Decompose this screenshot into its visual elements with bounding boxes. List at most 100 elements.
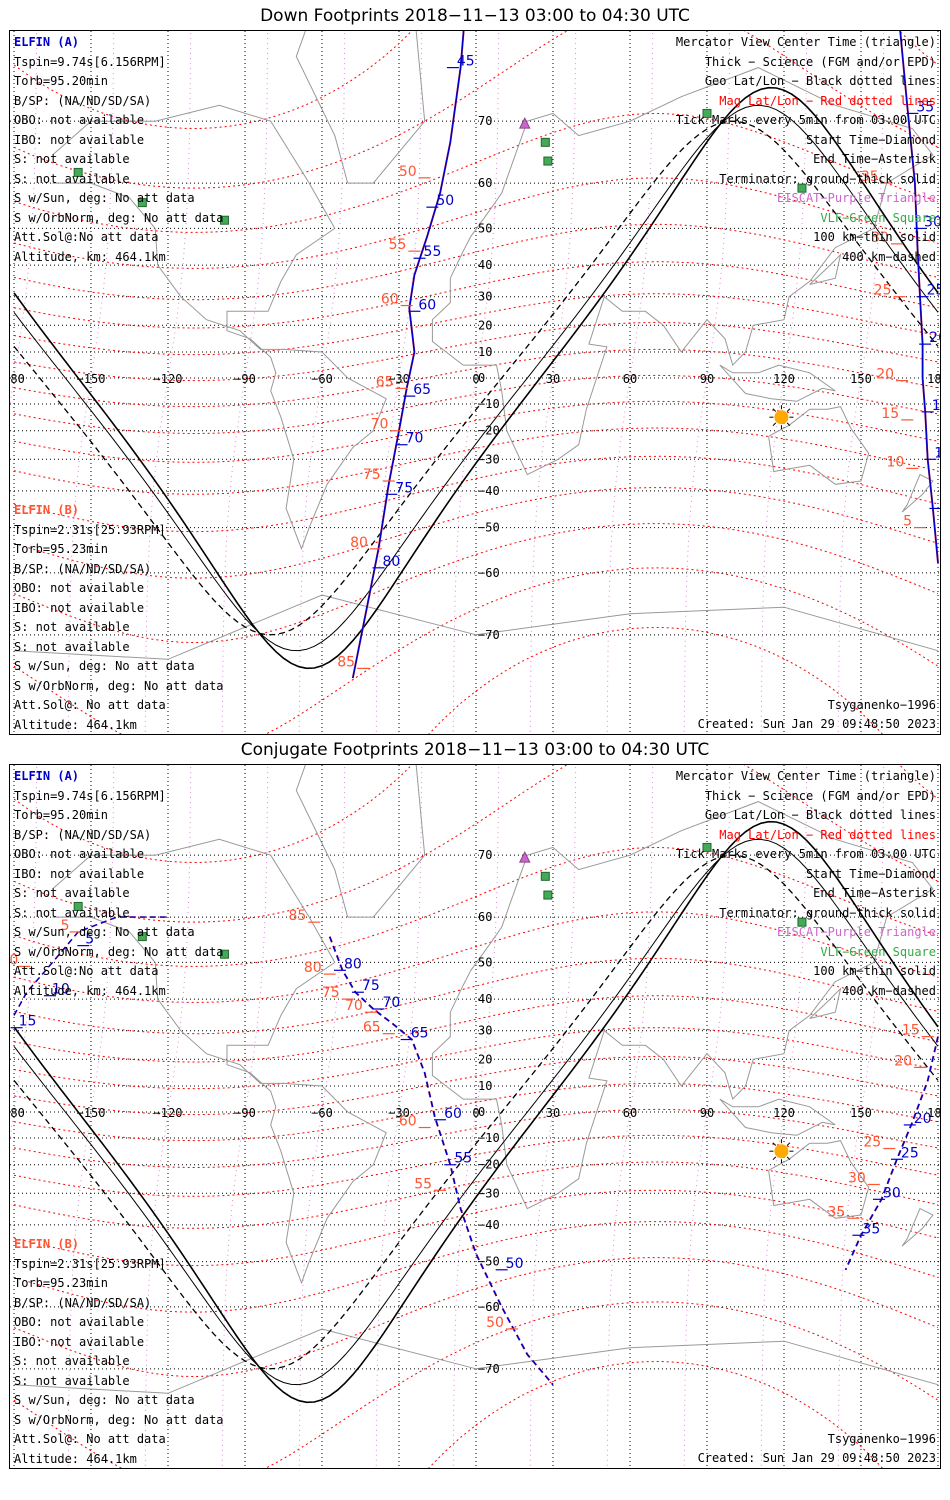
elfin-b-tick-label: 75 <box>363 467 381 483</box>
info-line: S: not available <box>14 171 130 186</box>
elfin-a-tick-label: 65 <box>413 382 431 398</box>
elfin-a-east-tick-label: 15 <box>932 398 941 414</box>
elfin-b-tick-label: 65 <box>363 1020 381 1036</box>
info-line: Att.Sol@:No att data <box>14 230 159 244</box>
elfin-b-tick-label: 50 <box>399 164 417 180</box>
lat-tick-label: 60 <box>478 176 492 190</box>
elfin-b-east-tick-label: 25 <box>874 283 892 299</box>
lon-tick-label: −30 <box>388 1106 410 1120</box>
coastline <box>52 104 387 551</box>
lat-tick-label: 0 <box>478 1105 485 1119</box>
sun-ray <box>786 408 791 412</box>
vlf-marker <box>73 167 83 177</box>
legend-conj: Mercator View Center Time (triangle) Thic… <box>676 767 936 1001</box>
elfin-a-tick-label: 70 <box>382 995 400 1011</box>
mag-meridian <box>298 31 346 734</box>
coastline <box>901 1207 934 1247</box>
info-line: Altitude: 464.1km <box>14 1451 137 1466</box>
elfin-b-tick-label: 85 <box>337 654 355 670</box>
coastline <box>295 31 426 184</box>
lat-tick-label: −40 <box>478 1218 500 1232</box>
legend-entry: End Time−Asterisk <box>813 886 936 900</box>
elfin-a-east-tick-label: 10 <box>934 445 941 461</box>
coastline <box>13 594 939 660</box>
elfin-a-east-tick-label: 20 <box>914 1111 932 1127</box>
sun-ray <box>772 1142 777 1146</box>
mag-parallel <box>13 177 939 269</box>
coastline <box>809 987 842 1019</box>
mag-meridian <box>683 765 731 1468</box>
sun-ray <box>772 422 777 427</box>
info-line: Att.Sol@: No att data <box>14 1432 166 1446</box>
info-line: S w/Sun, deg: No att data <box>14 925 195 939</box>
info-line: OBO: not available <box>14 847 145 861</box>
elfin-a-tick-label: 55 <box>454 1151 472 1167</box>
legend-entry: EISCAT−Purple Triangle <box>777 925 936 939</box>
legend-entry: Mag Lat/Lon − Red dotted lines <box>719 827 936 842</box>
model-label: Tsyganenko−1996 <box>827 698 936 712</box>
info-line: S w/OrbNorm, deg: No att data <box>14 210 224 225</box>
mag-parallel <box>13 1257 939 1378</box>
mag-meridian <box>144 31 192 734</box>
elfin-b-track <box>328 936 554 1386</box>
mag-meridian <box>298 765 346 1468</box>
elfin-b-tick-label: 85 <box>288 908 306 924</box>
mag-parallel <box>13 348 939 408</box>
vlf-marker <box>137 198 147 208</box>
map-canvas-down: 180−150−120−90−60−3003060901201501807060… <box>10 31 941 734</box>
legend-entry: Thick − Science (FGM and/or EPD) <box>704 54 936 69</box>
info-line: OBO: not available <box>14 113 145 127</box>
lon-tick-label: −90 <box>234 372 256 386</box>
lat-tick-label: −30 <box>478 452 500 466</box>
elfin-a-east-tick-label: 25 <box>901 1145 919 1161</box>
coastline <box>719 364 836 402</box>
lon-tick-label: 150 <box>850 1106 872 1120</box>
elfin-b-tick-label: 50 <box>486 1315 504 1331</box>
lat-tick-label: −50 <box>478 521 500 535</box>
mag-meridian <box>683 31 731 734</box>
info-line: Torb=95.23min <box>14 1276 108 1290</box>
info-line: IBO: not available <box>14 600 145 615</box>
legend-entry: Mercator View Center Time (triangle) <box>675 769 936 783</box>
info-line: S: not available <box>14 1373 130 1388</box>
vlf-marker <box>702 108 712 118</box>
lat-tick-label: 30 <box>478 290 492 304</box>
info-line: S w/Sun, deg: No att data <box>14 659 195 673</box>
sun-ray <box>786 1156 791 1161</box>
mag-parallel <box>13 1055 939 1116</box>
elfin-a-tick-label: 55 <box>424 244 442 260</box>
coastline <box>768 1140 870 1219</box>
legend-entry: Terminator: ground−thick solid <box>719 905 936 920</box>
info-line: Altitude, km: 464.1km <box>14 983 166 998</box>
vlf-marker <box>543 890 553 900</box>
lat-tick-label: −60 <box>478 1300 500 1314</box>
elfin-b-tick-label: 80 <box>304 960 322 976</box>
elfin-b-west-tick-label: 10 <box>10 952 18 968</box>
info-line: S w/Sun, deg: No att data <box>14 191 195 205</box>
coastline <box>431 67 934 476</box>
info-line: Tspin=9.74s[6.156RPM] <box>14 788 166 803</box>
lon-tick-label: 60 <box>623 372 637 386</box>
info-b-conj: ELFIN (B) Tspin=2.31s[25.93RPM] Torb=95.2… <box>14 1235 224 1468</box>
mag-meridian <box>529 765 577 1468</box>
vlf-marker <box>137 932 147 942</box>
elfin-b-east-tick-label: 20 <box>894 1053 912 1069</box>
info-line: Att.Sol@:No att data <box>14 964 159 978</box>
terminator-400km <box>13 854 939 1370</box>
elfin-b-east-tick-label: 5 <box>903 514 912 530</box>
info-line: S: not available <box>14 639 130 654</box>
lon-tick-label: −90 <box>234 1106 256 1120</box>
mag-parallel <box>13 1221 939 1313</box>
elfin-b-east-tick-label: 25 <box>863 1135 881 1151</box>
info-line: OBO: not available <box>14 581 145 595</box>
coastline <box>809 253 842 285</box>
lat-tick-label: 50 <box>478 955 492 969</box>
sun-ray <box>772 408 777 412</box>
mag-meridian <box>529 31 577 734</box>
mag-meridian <box>452 31 500 734</box>
legend-entry: 400 km−dashed <box>842 249 936 264</box>
elfin-b-east-tick-label: 20 <box>876 367 894 383</box>
mag-parallel <box>13 374 939 435</box>
mag-parallel <box>13 455 939 533</box>
elfin-b-east-tick-label: 35 <box>827 1204 845 1220</box>
